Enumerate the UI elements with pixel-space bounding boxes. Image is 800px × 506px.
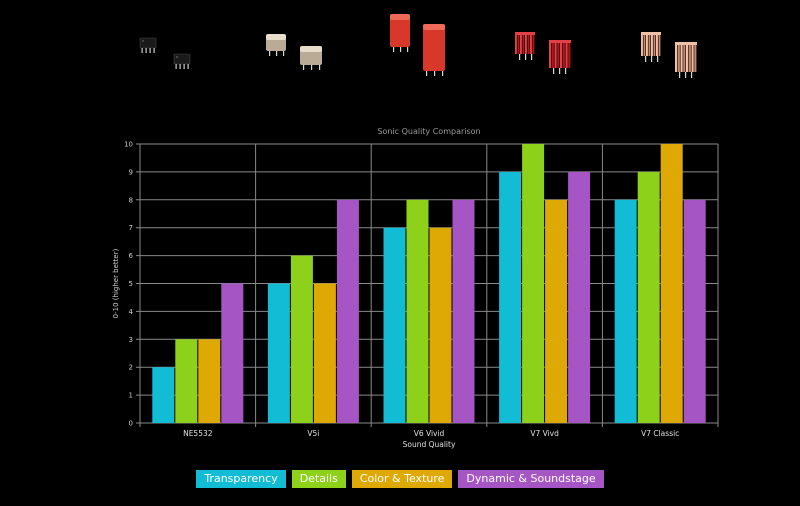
x-axis-label: Sound Quality (403, 440, 456, 449)
y-tick-label: 3 (129, 336, 133, 344)
x-tick-label: V7 Classic (641, 429, 679, 438)
bar-color-texture (313, 283, 336, 423)
y-tick-label: 8 (129, 196, 133, 204)
red-finned-opamp-modules-icon (515, 32, 571, 74)
legend-item-transparency[interactable]: Transparency (196, 470, 286, 488)
copper-finned-opamp-modules-icon (641, 32, 697, 78)
bar-dynamic-soundstage (568, 171, 591, 423)
x-tick-label: V6 Vivid (414, 429, 445, 438)
bar-details (637, 171, 660, 423)
y-tick-label: 6 (129, 252, 134, 260)
bar-details (406, 199, 429, 423)
y-tick-label: 2 (129, 364, 133, 372)
bar-dynamic-soundstage (336, 199, 359, 423)
sonic-quality-chart: Sonic Quality Comparison 0 1 2 3 4 5 6 7 8 9 10 NE55… (112, 127, 719, 449)
chart-title: Sonic Quality Comparison (377, 127, 480, 136)
y-tick-label: 0 (129, 420, 133, 428)
legend-item-dynamic-soundstage[interactable]: Dynamic & Soundstage (458, 470, 604, 488)
y-tick-label: 4 (129, 308, 134, 316)
bar-transparency (499, 171, 522, 423)
bar-dynamic-soundstage (452, 199, 475, 423)
bar-dynamic-soundstage (221, 283, 244, 423)
y-axis-label: 0-10 (higher better) (112, 248, 120, 318)
bar-color-texture (429, 227, 452, 423)
bar-transparency (152, 367, 175, 423)
x-tick-label: V7 Vivd (530, 429, 559, 438)
y-tick-label: 5 (129, 280, 133, 288)
y-tick-label: 10 (124, 141, 133, 149)
x-tick-label: V5i (307, 429, 319, 438)
bar-transparency (614, 199, 637, 423)
red-opamp-modules-icon (390, 14, 445, 76)
x-tick-label: NE5532 (183, 429, 213, 438)
y-tick-label: 9 (129, 168, 133, 176)
bar-transparency (383, 227, 406, 423)
y-tick-label: 7 (129, 224, 133, 232)
bar-transparency (267, 283, 290, 423)
chart-legend: Transparency Details Color & Texture Dynami… (0, 470, 800, 488)
y-tick-label: 1 (129, 392, 133, 400)
bar-details (522, 144, 545, 423)
product-images (139, 14, 697, 78)
bar-dynamic-soundstage (683, 199, 706, 423)
bar-color-texture (545, 199, 568, 423)
bar-color-texture (660, 144, 683, 423)
bar-color-texture (198, 339, 221, 423)
bar-details (290, 255, 313, 423)
legend-item-details[interactable]: Details (291, 470, 346, 488)
dip8-opamp-chips-icon (139, 37, 191, 69)
legend-item-color-texture[interactable]: Color & Texture (351, 470, 453, 488)
metal-can-opamp-modules-icon (266, 34, 322, 70)
bar-details (175, 339, 198, 423)
